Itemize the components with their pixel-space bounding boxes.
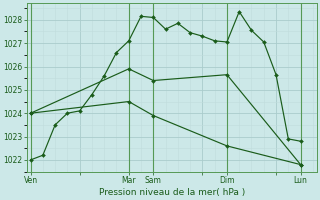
X-axis label: Pression niveau de la mer( hPa ): Pression niveau de la mer( hPa ) <box>99 188 245 197</box>
